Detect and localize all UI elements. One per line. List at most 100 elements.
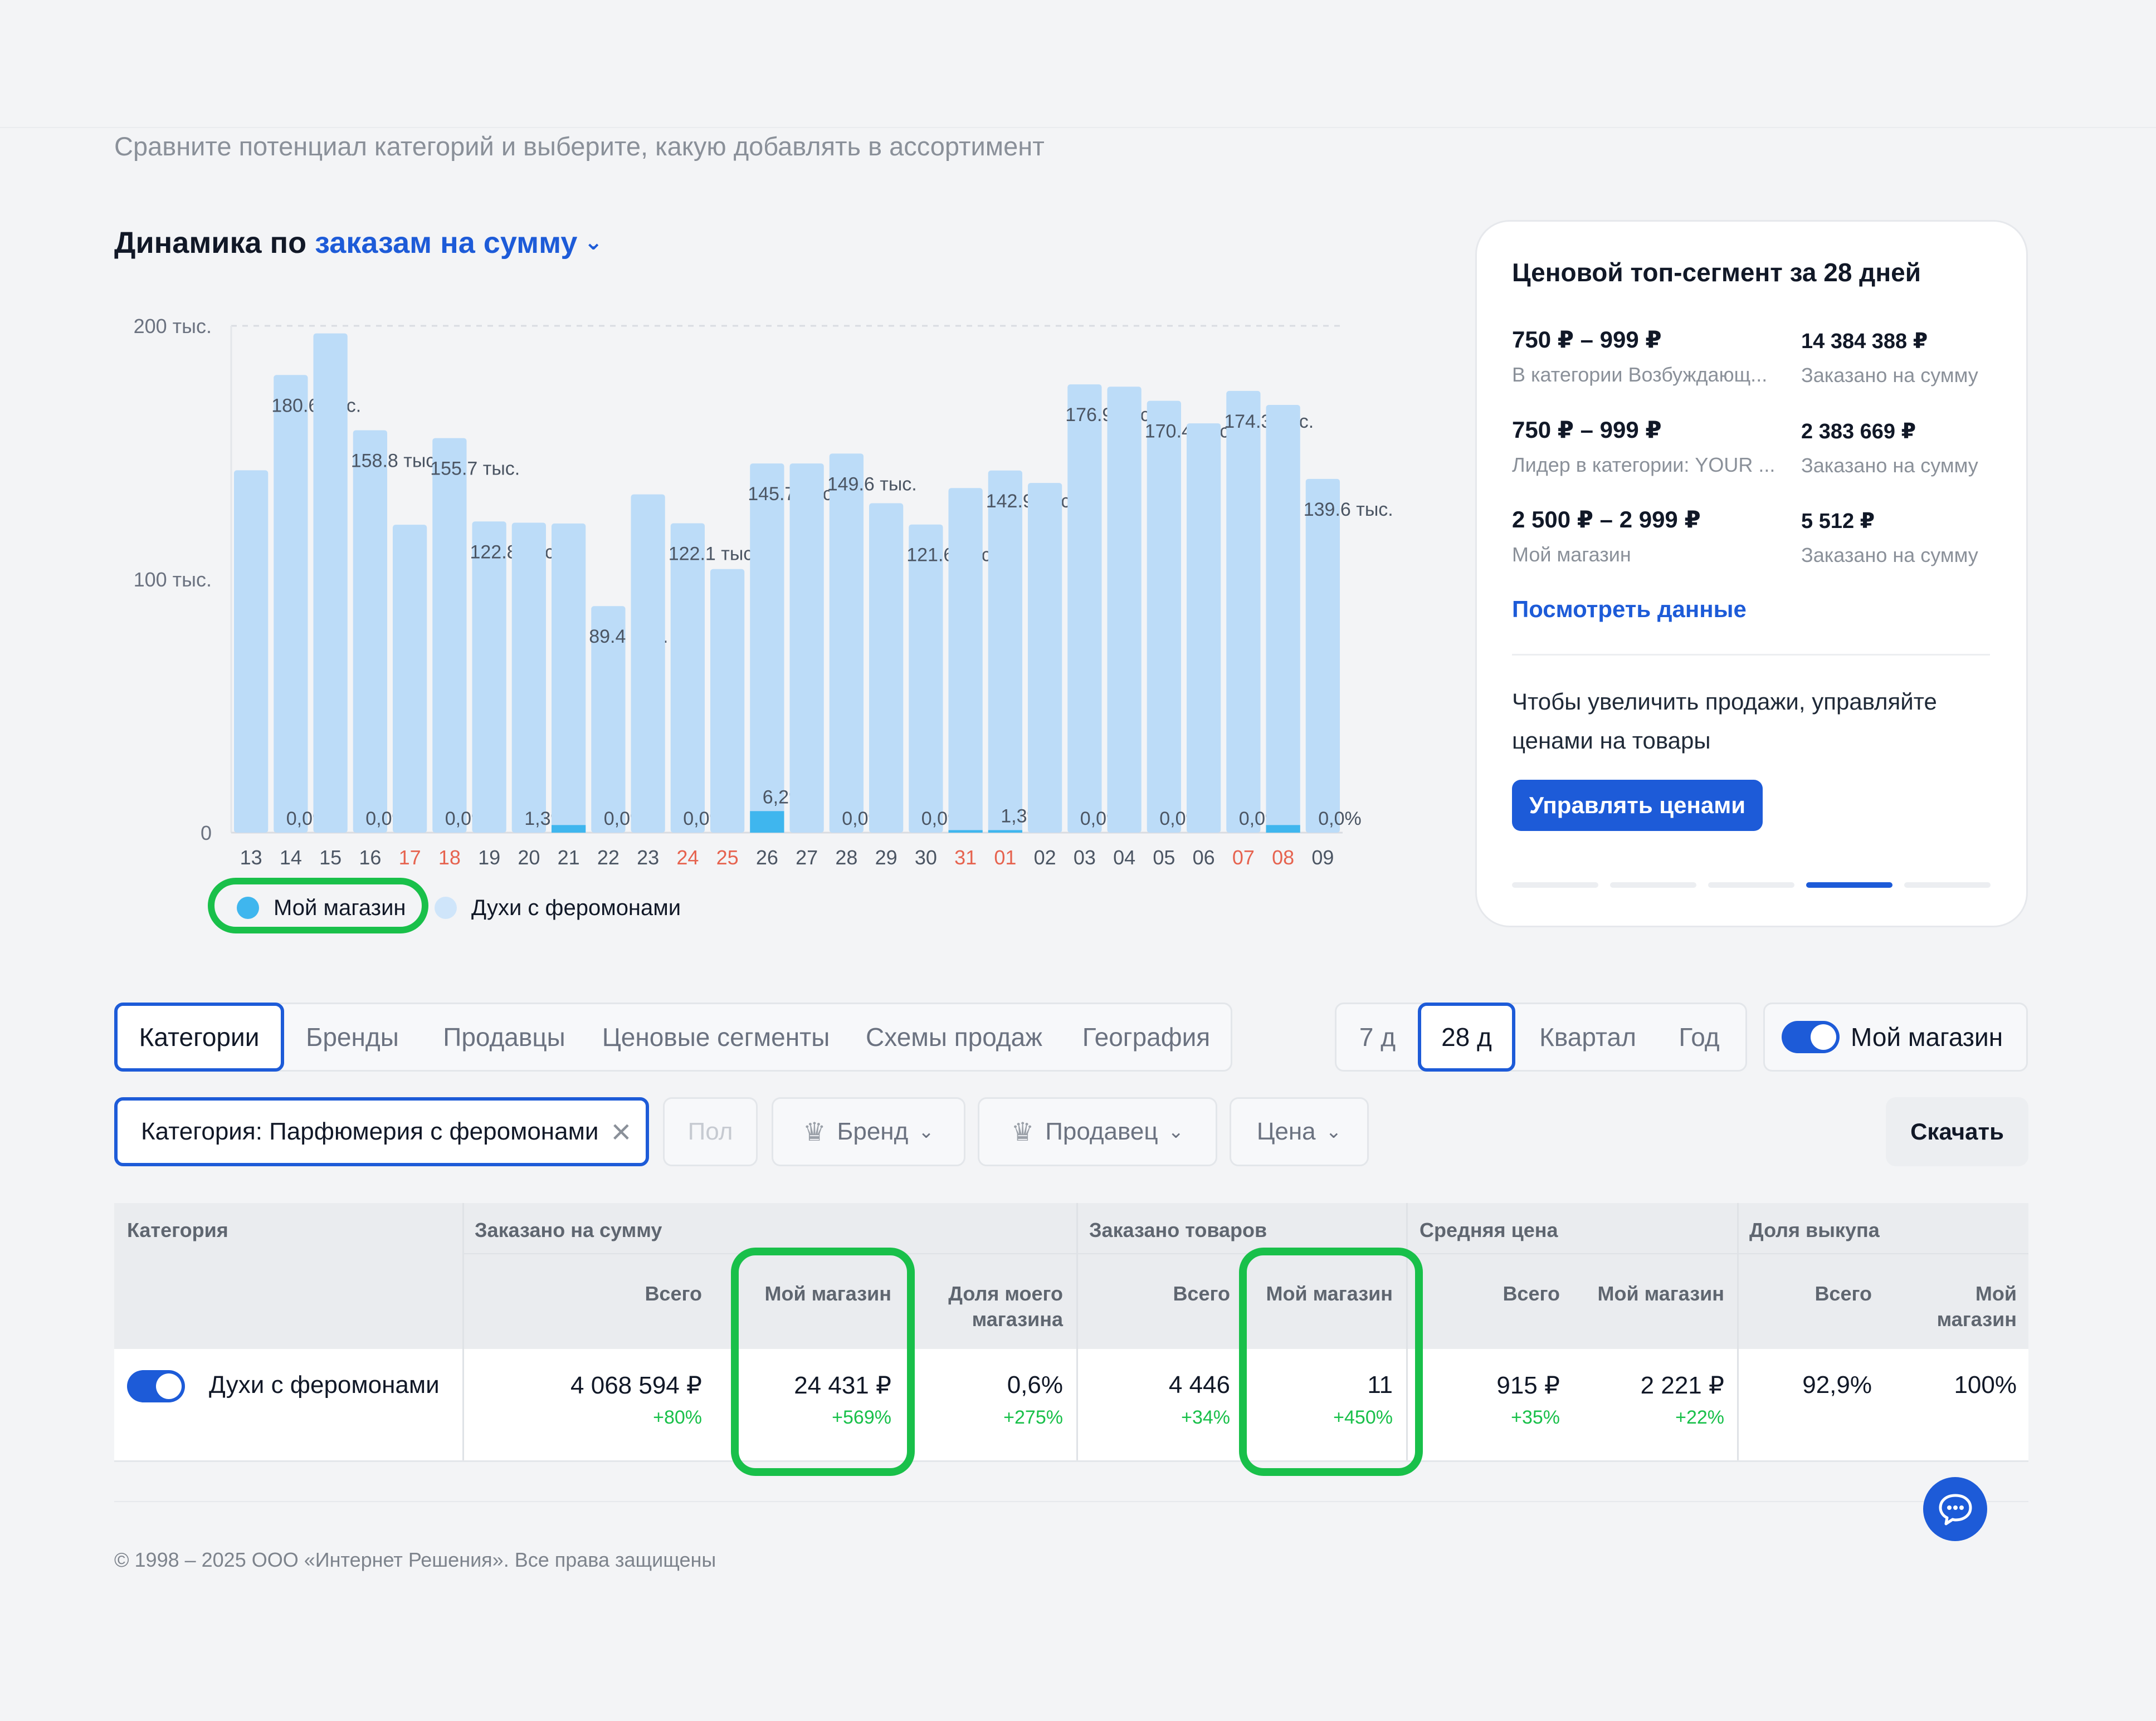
bar-category[interactable] <box>670 523 705 833</box>
brand-filter[interactable]: ♛ Бренд ⌄ <box>772 1097 965 1166</box>
x-tick-label: 14 <box>280 846 302 869</box>
bar-category[interactable] <box>1186 423 1221 833</box>
bar-category[interactable] <box>909 524 943 833</box>
bar-category[interactable] <box>233 470 269 833</box>
bar-category[interactable] <box>472 521 506 833</box>
segment-range: 2 500 ₽ – 2 999 ₽ Мой магазин <box>1512 506 1779 566</box>
download-button[interactable]: Скачать <box>1886 1097 2028 1166</box>
bar-category[interactable] <box>1226 390 1261 833</box>
bar-my-store[interactable] <box>948 830 983 833</box>
chevron-down-icon: ⌄ <box>1325 1121 1342 1142</box>
manage-prices-button[interactable]: Управлять ценами <box>1512 780 1763 831</box>
bar-category[interactable] <box>1067 384 1102 833</box>
bar-category[interactable] <box>1107 387 1142 833</box>
segment-amount-label: Заказано на сумму <box>1801 544 1978 566</box>
tab-sellers[interactable]: Продавцы <box>443 1023 565 1052</box>
bar-category[interactable] <box>1266 404 1300 833</box>
bar-category[interactable] <box>511 522 547 833</box>
price-filter[interactable]: Цена ⌄ <box>1230 1097 1369 1166</box>
chevron-down-icon[interactable]: ⌄ <box>584 230 603 255</box>
cell-buyout-total: 92,9% <box>1802 1371 1872 1399</box>
x-tick-label: 24 <box>676 846 699 869</box>
x-tick-label: 01 <box>994 846 1016 869</box>
chat-support-button[interactable] <box>1923 1477 1987 1541</box>
pager-dot[interactable] <box>1610 882 1696 888</box>
period-year[interactable]: Год <box>1679 1023 1720 1052</box>
bar-category[interactable] <box>274 375 308 833</box>
bar-category[interactable] <box>789 463 824 833</box>
x-tick-label: 20 <box>518 846 540 869</box>
subheader-line: магазина <box>972 1308 1063 1331</box>
bar-category[interactable] <box>1305 478 1340 833</box>
subheader-sum-total[interactable]: Всего <box>645 1282 702 1305</box>
subheader-buyout-total[interactable]: Всего <box>1814 1282 1872 1305</box>
subheader-qty-total[interactable]: Всего <box>1173 1282 1230 1305</box>
my-store-toggle[interactable] <box>1782 1021 1840 1053</box>
bar-my-store[interactable] <box>988 830 1023 833</box>
bar-category[interactable] <box>829 453 864 833</box>
pager-dot[interactable] <box>1512 882 1598 888</box>
period-28d[interactable]: 28 д <box>1418 1003 1515 1072</box>
bar-category[interactable] <box>353 430 388 833</box>
gender-filter[interactable]: Пол <box>663 1097 758 1166</box>
subheader-price-total[interactable]: Всего <box>1503 1282 1560 1305</box>
tab-price-segments[interactable]: Ценовые сегменты <box>602 1023 830 1052</box>
tab-geography[interactable]: География <box>1082 1023 1211 1052</box>
bar-category[interactable] <box>313 333 348 833</box>
view-data-link[interactable]: Посмотреть данные <box>1512 596 1747 622</box>
x-tick-label: 13 <box>240 846 262 869</box>
bar-category[interactable] <box>988 470 1023 833</box>
period-quarter[interactable]: Квартал <box>1539 1023 1636 1052</box>
x-tick-label: 08 <box>1272 846 1294 869</box>
segment-subtitle: В категории Возбуждающ... <box>1512 363 1768 386</box>
x-tick-label: 02 <box>1034 846 1056 869</box>
pager-dot[interactable] <box>1708 882 1794 888</box>
bar-my-store[interactable] <box>1266 825 1300 833</box>
category-filter-chip[interactable]: Категория: Парфюмерия с феромонами × <box>114 1097 649 1166</box>
subheader-sum-share[interactable]: Доля моего магазина <box>914 1281 1063 1332</box>
period-7d[interactable]: 7 д <box>1359 1023 1396 1052</box>
my-store-toggle-label: Мой магазин <box>1851 1023 2003 1052</box>
legend-item-my-store[interactable]: Мой магазин <box>237 880 406 936</box>
subheader-buyout-my-store[interactable]: Мой магазин <box>1905 1281 2017 1332</box>
tab-sales-schemes[interactable]: Схемы продаж <box>865 1023 1042 1052</box>
pager-dot[interactable] <box>1904 882 1991 888</box>
price-card-title: Ценовой топ-сегмент за 28 дней <box>1512 258 1921 287</box>
bar-category[interactable] <box>948 488 983 833</box>
bar-my-store[interactable] <box>551 825 586 833</box>
legend-item-category[interactable]: Духи с феромонами <box>435 880 681 936</box>
tab-brands[interactable]: Бренды <box>306 1023 399 1052</box>
bar-category[interactable] <box>1147 400 1182 833</box>
segment-amount-label: Заказано на сумму <box>1801 364 1978 387</box>
metric-selector[interactable]: заказам на сумму <box>315 226 578 260</box>
card-divider <box>1512 654 1990 656</box>
segment-subtitle: Лидер в категории: YOUR ... <box>1512 453 1775 476</box>
cell-sum-total: 4 068 594 ₽ <box>570 1372 702 1399</box>
y-tick-label: 200 тыс. <box>134 315 212 338</box>
subheader-sum-my-store[interactable]: Мой магазин <box>764 1282 891 1305</box>
bar-category[interactable] <box>1027 483 1062 833</box>
bar-category[interactable] <box>432 438 467 833</box>
x-tick-label: 04 <box>1113 846 1135 869</box>
tab-categories[interactable]: Категории <box>114 1003 284 1072</box>
chat-bubble-icon <box>1939 1494 1972 1525</box>
x-tick-label: 03 <box>1074 846 1096 869</box>
bar-category[interactable] <box>710 569 745 833</box>
bar-category[interactable] <box>631 494 665 833</box>
bar-my-store[interactable] <box>750 811 784 833</box>
segment-price: 750 ₽ – 999 ₽ <box>1512 326 1662 353</box>
cell-qty-total: 4 446 <box>1168 1371 1230 1399</box>
bar-category[interactable] <box>591 606 626 833</box>
subheader-qty-my-store[interactable]: Мой магазин <box>1266 1282 1393 1305</box>
bar-category[interactable] <box>392 525 427 833</box>
subheader-price-my-store[interactable]: Мой магазин <box>1597 1282 1724 1305</box>
x-tick-label: 15 <box>319 846 342 869</box>
column-divider <box>462 1203 464 1460</box>
seller-filter[interactable]: ♛ Продавец ⌄ <box>978 1097 1217 1166</box>
bar-category[interactable] <box>551 523 586 833</box>
close-icon[interactable]: × <box>611 1113 631 1151</box>
pager-dot-active[interactable] <box>1806 882 1892 888</box>
bar-category[interactable] <box>869 503 904 833</box>
bar-category[interactable] <box>750 463 784 833</box>
row-toggle[interactable] <box>127 1370 185 1402</box>
